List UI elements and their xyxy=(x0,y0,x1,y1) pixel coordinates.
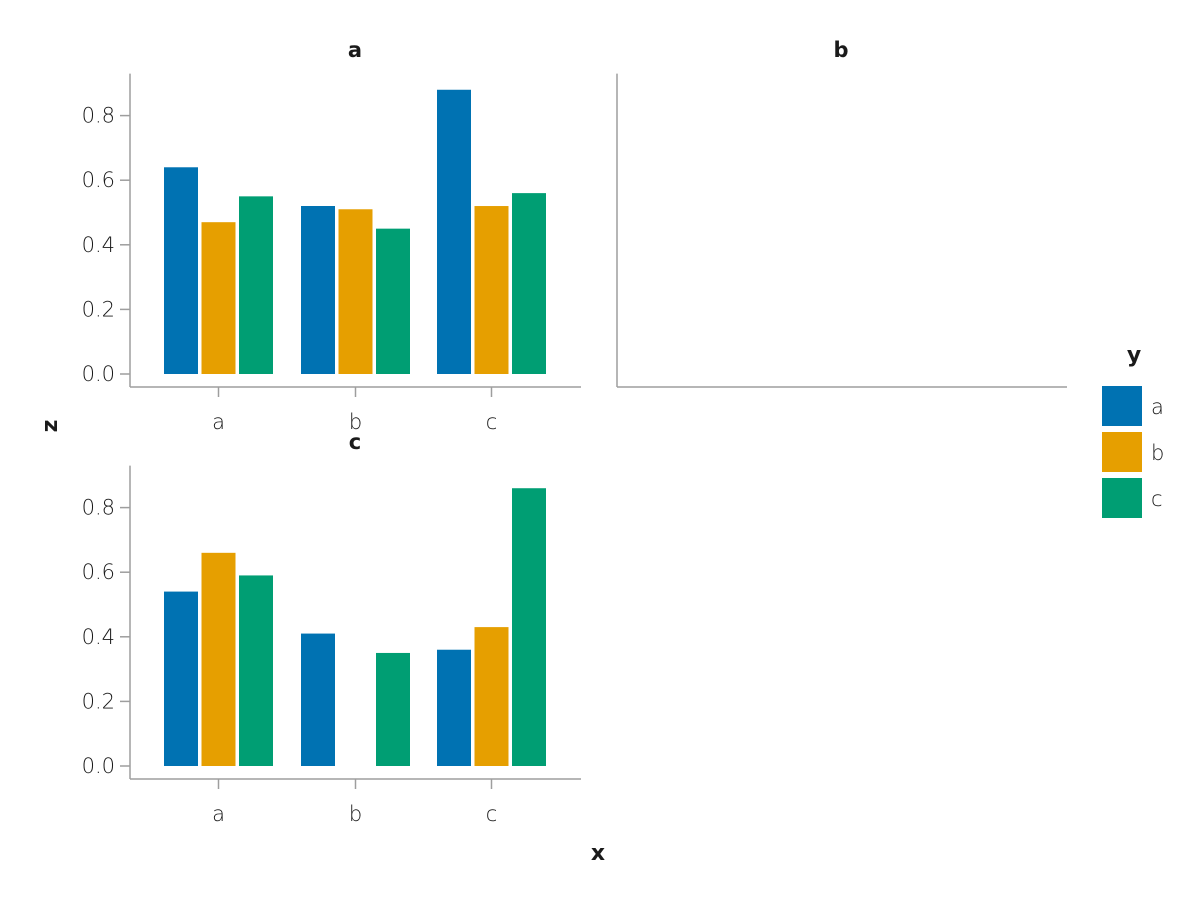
bar-c-b-a xyxy=(301,633,335,766)
panel-title: c xyxy=(349,430,361,454)
y-axis-title: z xyxy=(38,420,63,433)
y-tick-label: 0.4 xyxy=(82,233,115,257)
bar-c-b-c xyxy=(376,652,410,766)
bar-b-c-c xyxy=(512,202,546,374)
bar-c-a-b xyxy=(201,552,236,766)
bar-c-a-c xyxy=(239,575,273,766)
x-tick-label: a xyxy=(212,802,225,826)
bar-c-c-a xyxy=(437,649,471,766)
x-axis-title: x xyxy=(591,841,605,866)
bar-b-a-a xyxy=(164,167,198,374)
x-tick-label: c xyxy=(486,802,498,826)
y-tick-label: 0.6 xyxy=(82,168,115,192)
y-tick-label: 0.0 xyxy=(82,362,115,386)
facet-panel-b: b a b c xyxy=(164,38,1067,434)
bar-b-c-b xyxy=(474,225,509,374)
panel-title: b xyxy=(833,38,848,62)
y-tick-label: 0.8 xyxy=(82,496,115,520)
bar-b-a-c xyxy=(239,196,273,374)
bar-b-a-b xyxy=(201,222,236,374)
y-tick-label: 0.2 xyxy=(82,689,115,713)
panels: a0.00.20.40.60.8ba b cc0.00.20.40.60.8a b c xyxy=(82,38,1067,826)
bar-b-b-b xyxy=(338,267,373,374)
x-tick-label: b xyxy=(349,802,362,826)
x-tick-label: c xyxy=(486,410,498,434)
legend: y abc xyxy=(1102,343,1164,518)
bar-b-b-a xyxy=(301,206,335,374)
bar-c-c-c xyxy=(512,488,546,766)
x-tick-label: b xyxy=(349,410,362,434)
y-tick-label: 0.8 xyxy=(82,104,115,128)
bar-c-a-a xyxy=(164,591,198,766)
bar-b-c-a xyxy=(437,183,471,374)
facet-panel-c: c 0.0 0.2 0.4 0.6 0.8 a b c xyxy=(82,430,581,826)
legend-label-a: a xyxy=(1151,395,1164,419)
y-tick-label: 0.4 xyxy=(82,625,115,649)
y-tick-label: 0.0 xyxy=(82,754,115,778)
legend-label-b: b xyxy=(1151,441,1164,465)
y-tick-label: 0.6 xyxy=(82,560,115,584)
legend-title: y xyxy=(1127,343,1141,368)
panel-title: a xyxy=(348,38,362,62)
legend-swatch-b xyxy=(1102,432,1142,472)
bar-b-b-c xyxy=(376,228,410,374)
y-tick-label: 0.2 xyxy=(82,297,115,321)
legend-swatch-c xyxy=(1102,478,1142,518)
legend-swatch-a xyxy=(1102,386,1142,426)
legend-label-c: c xyxy=(1151,487,1163,511)
x-tick-label: a xyxy=(212,410,225,434)
bar-c-c-b xyxy=(474,627,509,766)
